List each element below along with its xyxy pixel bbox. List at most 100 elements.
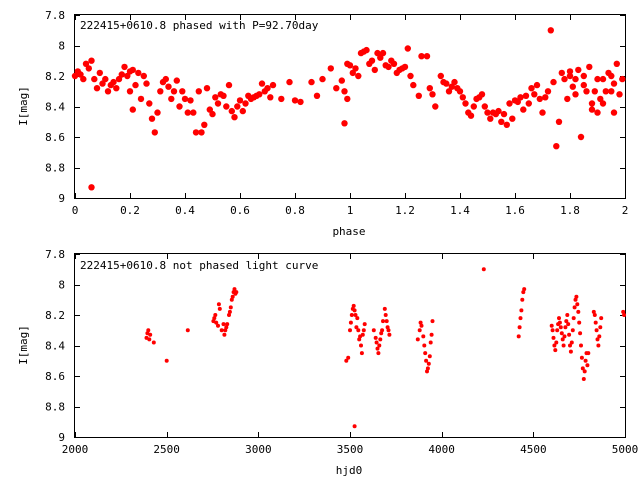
y-tick-label: 9 xyxy=(58,192,65,205)
data-point xyxy=(462,100,469,107)
data-point xyxy=(417,328,422,333)
data-point xyxy=(219,328,224,333)
x-tick-label: 2000 xyxy=(62,443,89,456)
data-point xyxy=(621,309,626,314)
data-point xyxy=(216,323,220,328)
data-point xyxy=(286,78,293,86)
data-point xyxy=(574,294,579,299)
data-point xyxy=(190,109,197,116)
data-point xyxy=(521,290,526,295)
data-point xyxy=(522,92,530,100)
data-point xyxy=(525,100,532,107)
data-point xyxy=(374,49,381,57)
data-point xyxy=(509,115,516,122)
data-point xyxy=(613,60,620,67)
data-point xyxy=(467,112,475,119)
data-point xyxy=(432,103,439,110)
data-point xyxy=(424,358,429,363)
data-point xyxy=(575,302,580,307)
data-point xyxy=(580,366,585,371)
data-point xyxy=(407,72,414,80)
x-tick-label: 1.2 xyxy=(395,204,415,217)
data-point xyxy=(478,91,486,98)
data-point xyxy=(380,328,385,333)
y-tick-label: 9 xyxy=(58,431,65,444)
data-point xyxy=(176,103,183,110)
data-point xyxy=(598,325,603,330)
data-point xyxy=(567,332,572,337)
data-point xyxy=(234,103,241,110)
data-point xyxy=(558,325,563,330)
data-point xyxy=(585,363,590,368)
data-point xyxy=(377,343,382,348)
data-point xyxy=(410,81,417,89)
data-point xyxy=(415,92,422,100)
data-point xyxy=(495,107,502,115)
data-point xyxy=(593,320,598,325)
data-point xyxy=(579,343,583,348)
data-point xyxy=(118,71,126,78)
data-point xyxy=(209,110,216,118)
data-point xyxy=(445,88,453,95)
data-point xyxy=(580,81,587,89)
data-point xyxy=(429,332,434,337)
data-point xyxy=(554,340,559,345)
data-point xyxy=(583,88,590,95)
x-tick-label: 5000 xyxy=(612,443,639,456)
data-point xyxy=(170,88,178,95)
data-point xyxy=(187,97,194,104)
data-point xyxy=(228,305,233,310)
data-point xyxy=(390,60,398,67)
data-point xyxy=(104,88,112,95)
data-point xyxy=(236,97,244,104)
data-point xyxy=(561,343,566,348)
data-point xyxy=(356,328,361,333)
y-tick-label: 8 xyxy=(58,40,65,53)
data-point xyxy=(359,343,363,348)
data-point xyxy=(555,118,563,126)
data-point xyxy=(140,72,147,80)
data-point xyxy=(361,328,366,333)
data-point xyxy=(242,100,249,107)
data-point xyxy=(338,77,345,84)
data-point xyxy=(181,95,189,103)
data-point xyxy=(595,337,600,342)
data-point xyxy=(427,354,432,359)
data-point xyxy=(354,325,359,330)
data-point xyxy=(239,107,246,115)
data-point xyxy=(415,337,420,342)
data-point xyxy=(553,348,558,353)
data-point xyxy=(594,328,599,333)
data-point xyxy=(371,328,376,333)
data-point xyxy=(381,319,385,324)
data-point xyxy=(359,351,364,356)
data-point xyxy=(401,63,409,71)
data-point xyxy=(256,91,263,98)
data-point xyxy=(581,377,586,381)
data-point xyxy=(217,306,222,311)
data-point xyxy=(564,319,569,324)
data-point xyxy=(503,121,510,128)
data-point xyxy=(484,109,491,116)
data-point xyxy=(355,316,360,321)
data-point xyxy=(228,107,235,115)
data-point xyxy=(519,308,524,313)
data-point xyxy=(577,320,582,325)
y-tick-label: 8.4 xyxy=(45,340,65,353)
data-point xyxy=(93,85,101,92)
data-point xyxy=(157,88,164,95)
data-point xyxy=(428,340,433,345)
data-point xyxy=(212,316,217,321)
x-tick-label: 3500 xyxy=(337,443,364,456)
x-tick-label: 1.4 xyxy=(450,204,470,217)
data-point xyxy=(146,328,151,333)
data-point xyxy=(559,331,564,336)
data-point xyxy=(423,53,431,60)
data-point xyxy=(516,334,521,339)
data-point xyxy=(184,109,191,116)
data-point xyxy=(560,337,565,342)
data-point xyxy=(113,85,120,92)
data-point xyxy=(500,110,508,118)
y-tick-label: 8.6 xyxy=(45,370,65,383)
data-point xyxy=(385,63,392,71)
